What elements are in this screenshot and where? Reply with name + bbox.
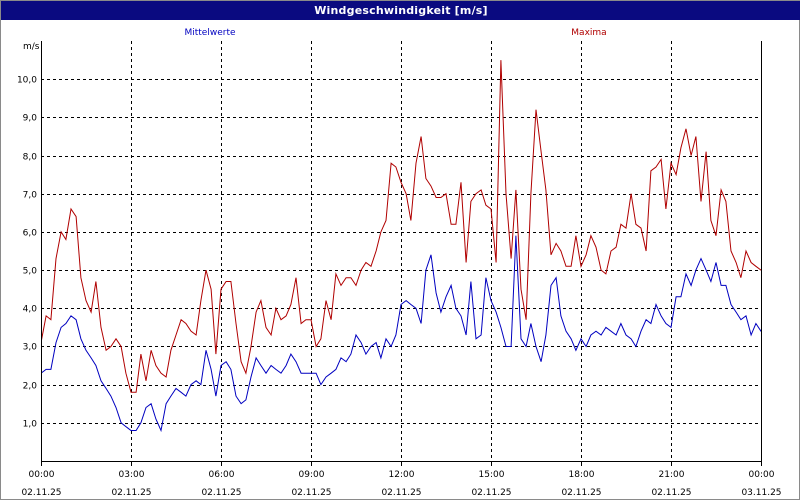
chart-title: Windgeschwindigkeit [m/s] [1,1,800,20]
y-axis-unit: m/s [23,42,40,52]
x-tick-time: 06:00 [209,470,235,480]
legend-item-maxima: Maxima [571,28,606,38]
axes: m/s 1,0 2,0 3,0 4,0 5,0 6,0 7,0 8,0 9,0 10,0 00:00… [17,41,782,498]
x-tick-date: 02.11.25 [21,488,61,498]
x-tick-date: 02.11.25 [291,488,331,498]
y-tick-label: 10,0 [17,76,37,86]
series-layer [41,60,761,433]
legend: Mittelwerte Maxima [184,28,606,38]
y-tick-label: 1,0 [23,420,38,430]
y-tick-label: 2,0 [23,382,38,392]
x-tick-date: 02.11.25 [381,488,421,498]
y-tick-label: 4,0 [23,305,38,315]
x-tick-time: 15:00 [479,470,505,480]
series-line-maxima [41,60,761,393]
x-tick-date: 02.11.25 [111,488,151,498]
y-tick-label: 8,0 [23,153,38,163]
x-tick-date: 02.11.25 [561,488,601,498]
y-tick-label: 9,0 [23,114,38,124]
y-tick-label: 3,0 [23,343,38,353]
x-tick-time: 18:00 [569,470,595,480]
legend-item-mittelwerte: Mittelwerte [184,28,235,38]
y-tick-label: 5,0 [23,267,38,277]
x-tick-time: 21:00 [659,470,685,480]
x-tick-time: 09:00 [299,470,325,480]
y-tick-label: 7,0 [23,191,38,201]
y-tick-label: 6,0 [23,229,38,239]
x-tick-date: 02.11.25 [201,488,241,498]
x-tick-time: 03:00 [119,470,145,480]
x-tick-time: 00:00 [749,470,775,480]
x-tick-date: 03.11.25 [741,488,781,498]
x-tick-time: 00:00 [29,470,55,480]
series-line-mittelwerte [41,235,761,433]
grid [41,41,762,461]
x-tick-date: 02.11.25 [471,488,511,498]
x-tick-date: 02.11.25 [651,488,691,498]
x-tick-time: 12:00 [389,470,415,480]
